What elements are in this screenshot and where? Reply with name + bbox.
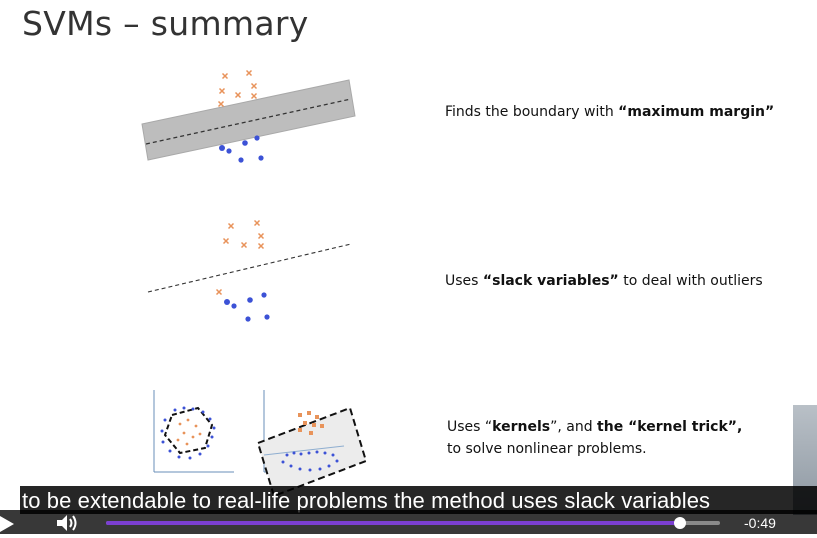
description-max-margin: Finds the boundary with “maximum margin” <box>445 104 775 120</box>
play-icon <box>0 516 14 532</box>
slide-title: SVMs – summary <box>22 4 309 43</box>
progress-scrubber-handle[interactable] <box>674 517 687 529</box>
margin-band <box>141 79 356 161</box>
figure-max-margin <box>141 69 356 163</box>
figure-slack <box>147 219 352 322</box>
video-progress-bar[interactable] <box>106 517 720 529</box>
figure-kernels <box>153 390 368 498</box>
time-remaining: -0:49 <box>744 515 776 531</box>
description-kernels: Uses “kernels”, and the “kernel trick”, … <box>447 419 743 457</box>
class-crosses <box>215 219 265 296</box>
decision-boundary <box>147 243 352 293</box>
play-button[interactable] <box>0 514 18 534</box>
class-dots <box>224 292 270 322</box>
class-crosses <box>217 69 258 108</box>
progress-fill <box>106 521 681 525</box>
volume-icon <box>57 515 77 531</box>
subtitle-caption-text: to be extendable to real-life problems t… <box>22 488 711 513</box>
kernel-plane <box>256 406 368 498</box>
kernel-boundary-2d <box>163 406 214 455</box>
subtitle-caption-bar: to be extendable to real-life problems t… <box>20 486 817 514</box>
volume-button[interactable] <box>55 512 81 534</box>
description-slack-variables: Uses “slack variables” to deal with outl… <box>445 273 763 289</box>
class-dots <box>219 135 264 163</box>
